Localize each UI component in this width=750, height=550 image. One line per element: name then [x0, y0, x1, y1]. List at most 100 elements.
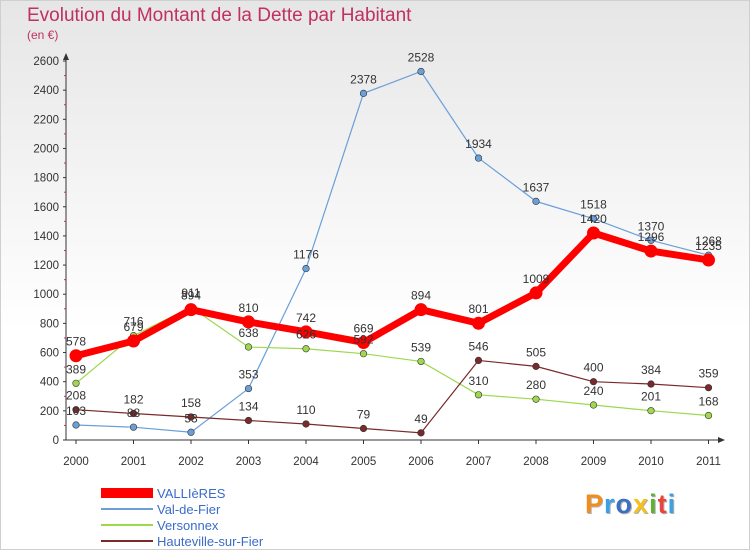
data-point: [359, 350, 368, 358]
data-label: 182: [123, 392, 143, 406]
data-point: [359, 424, 368, 433]
data-point: [474, 154, 483, 162]
data-label: 1009: [523, 272, 550, 286]
data-point: [529, 286, 543, 300]
data-label: 201: [641, 390, 661, 404]
data-label: 168: [698, 395, 718, 409]
data-label: 359: [698, 367, 718, 381]
legend-item: Hauteville-sur-Fier: [101, 533, 263, 549]
y-tick-label: 2200: [33, 114, 59, 126]
data-label: 505: [526, 345, 546, 359]
legend-item: Val-de-Fier: [101, 501, 263, 517]
data-label: 1176: [293, 248, 319, 262]
data-label: 578: [66, 335, 86, 349]
data-label: 310: [468, 374, 488, 388]
y-tick-label: 200: [40, 406, 59, 418]
legend-item: VALLIèRES: [101, 485, 263, 501]
data-point: [414, 303, 428, 317]
data-point: [417, 429, 425, 437]
data-point: [589, 378, 598, 386]
data-point: [184, 303, 198, 317]
data-label: 1370: [638, 219, 665, 233]
legend-swatch: [101, 508, 153, 510]
data-point: [359, 89, 368, 97]
y-tick-label: 1400: [33, 231, 59, 243]
series-line: [75, 359, 709, 434]
data-point: [532, 197, 540, 205]
data-point: [589, 401, 598, 409]
data-point: [647, 380, 655, 388]
axes: 0 200 400 600 800 1000 1200 1400 1600 1800 2000 220…: [33, 53, 725, 468]
data-label: 79: [357, 407, 371, 421]
data-label: 626: [296, 328, 316, 342]
data-label: 158: [181, 396, 201, 410]
data-label: 2378: [350, 72, 377, 86]
data-point: [127, 334, 140, 348]
data-point: [187, 428, 195, 436]
data-label: 384: [641, 363, 661, 377]
y-tick-label: 0: [53, 435, 59, 447]
x-tick-label: 2003: [236, 456, 262, 468]
data-label: 49: [414, 412, 428, 426]
x-tick-label: 2010: [638, 456, 664, 468]
data-label: 2528: [408, 50, 435, 64]
data-point: [587, 226, 600, 240]
x-tick-label: 2001: [121, 456, 147, 468]
data-label: 110: [296, 403, 315, 417]
data-point: [69, 349, 83, 363]
data-point: [72, 406, 80, 414]
data-point: [589, 215, 598, 223]
data-label: 546: [468, 339, 488, 353]
x-axis-arrow: [718, 437, 725, 443]
data-label: 1637: [523, 180, 550, 194]
data-point: [417, 67, 425, 76]
data-point: [472, 316, 485, 330]
data-point: [187, 413, 195, 421]
data-label: 134: [238, 399, 258, 413]
data-label: 742: [296, 311, 316, 325]
data-label: 353: [238, 368, 258, 382]
y-axis-arrow: [63, 53, 69, 60]
series-line: [75, 70, 709, 433]
data-label: 638: [238, 326, 258, 340]
data-point: [244, 343, 253, 351]
data-label: 1296: [638, 230, 665, 244]
proxiti-logo: Proxiti: [585, 489, 677, 519]
x-tick-label: 2006: [408, 456, 434, 468]
data-point: [302, 420, 310, 428]
data-label: 1934: [465, 137, 492, 151]
x-tick-label: 2009: [581, 456, 607, 468]
data-label: 1518: [580, 198, 607, 212]
data-label: 208: [66, 389, 86, 403]
x-tick-label: 2008: [523, 456, 549, 468]
data-label: 801: [468, 302, 488, 316]
y-tick-label: 1000: [33, 289, 59, 301]
y-tick-label: 1800: [33, 173, 59, 185]
data-label: 103: [66, 404, 86, 418]
data-point: [532, 362, 540, 370]
data-point: [244, 384, 253, 393]
legend-item: Versonnex: [101, 517, 263, 533]
data-label: 894: [181, 289, 201, 303]
data-point: [417, 357, 425, 366]
y-tick-label: 1200: [33, 260, 59, 272]
data-point: [72, 421, 80, 429]
legend-swatch: [101, 540, 153, 542]
data-label: 1420: [580, 212, 607, 226]
data-point: [704, 384, 713, 392]
data-point: [129, 409, 138, 418]
data-point: [302, 345, 310, 353]
data-point: [302, 264, 310, 273]
legend-label: Versonnex: [157, 517, 219, 533]
y-tick-label: 1600: [33, 202, 59, 214]
data-label: 716: [123, 315, 143, 329]
data-point: [72, 379, 80, 387]
data-point: [474, 391, 483, 399]
data-point: [357, 335, 370, 349]
y-tick-label: 800: [40, 318, 59, 330]
legend-label: Hauteville-sur-Fier: [157, 533, 264, 549]
legend-label: VALLIèRES: [157, 485, 226, 501]
data-label: 539: [411, 340, 431, 354]
